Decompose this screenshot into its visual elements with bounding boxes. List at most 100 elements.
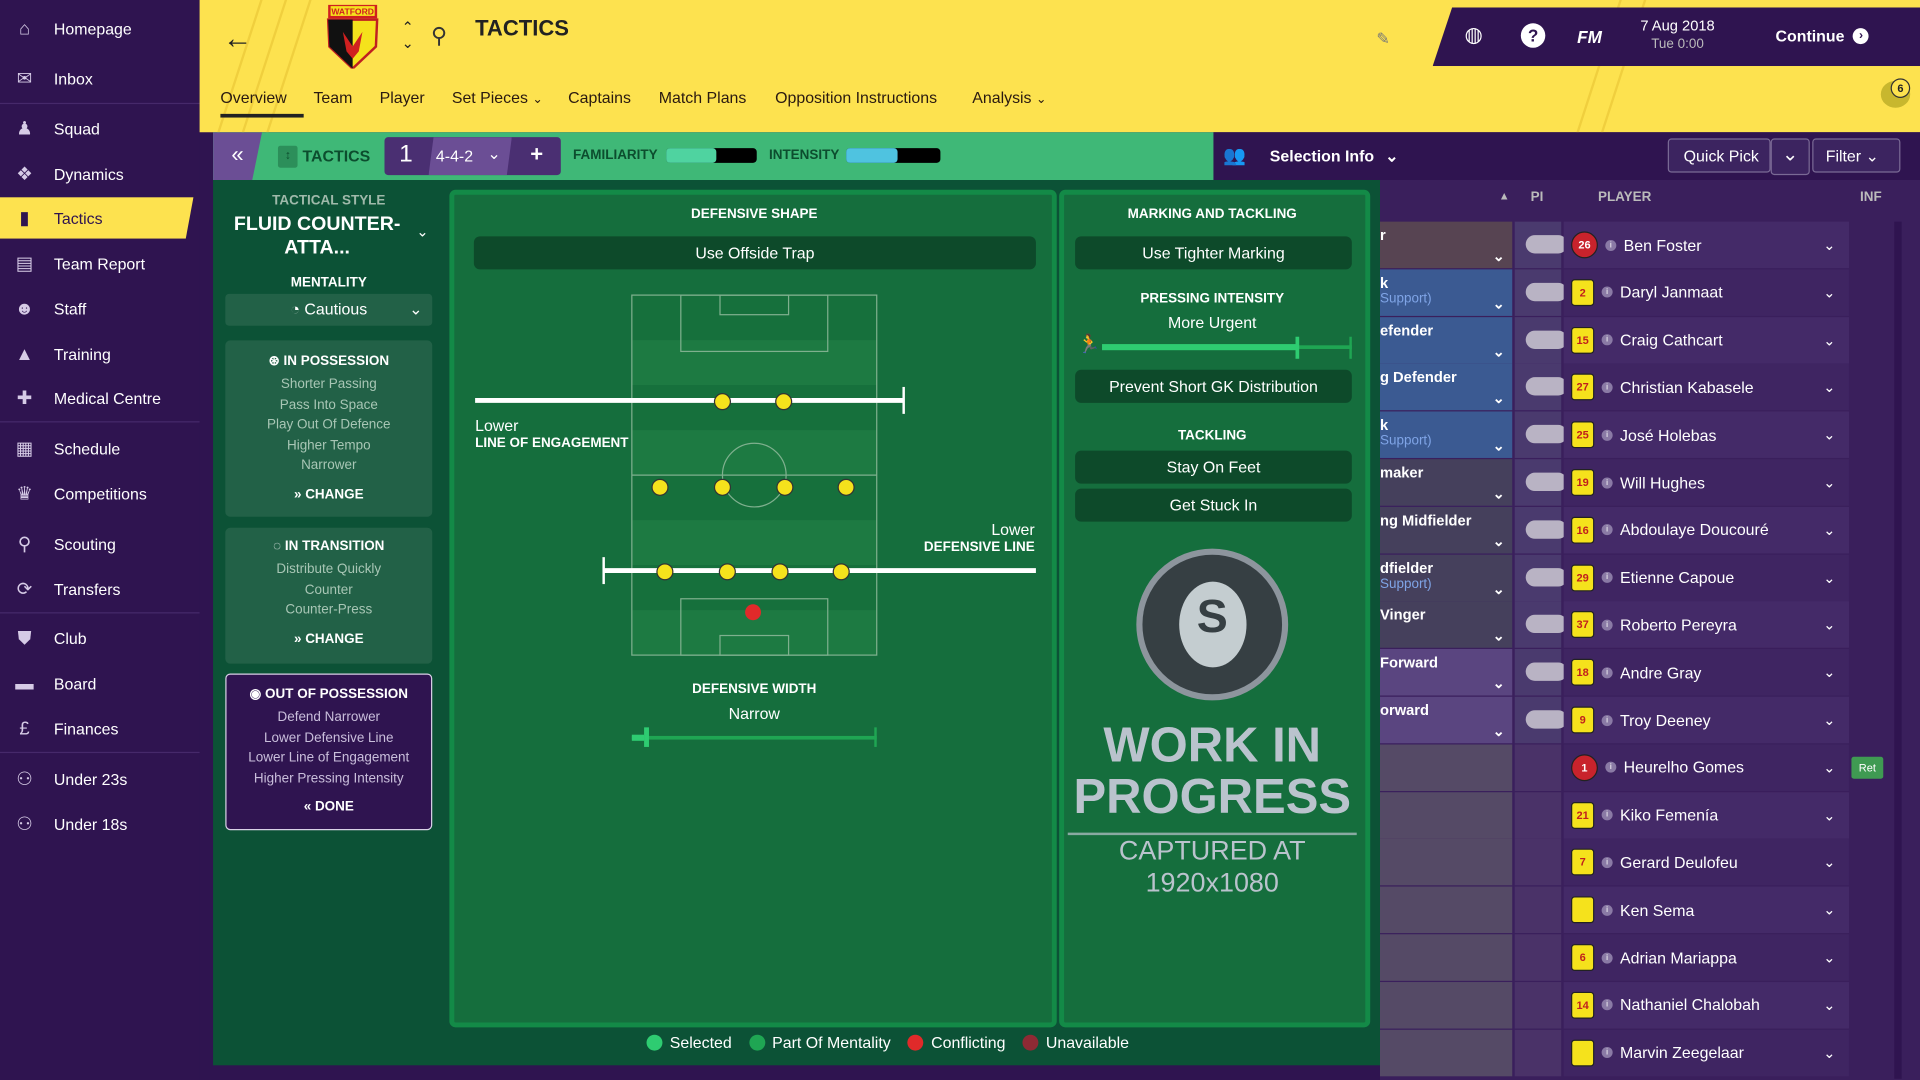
chevron-down-icon[interactable]: ⌄ (1492, 579, 1505, 598)
info-icon[interactable]: i (1601, 809, 1613, 821)
inf-column-header[interactable]: INF (1860, 189, 1882, 205)
tab-set-pieces[interactable]: Set Pieces ⌄ (451, 88, 543, 107)
info-icon[interactable]: i (1605, 761, 1617, 774)
filter-button[interactable]: Filter ⌄ (1812, 138, 1901, 173)
tab-overview[interactable]: Overview (220, 88, 287, 107)
position-role-cell[interactable]: k Support) ⌄ (1380, 269, 1513, 316)
position-role-cell[interactable] (1380, 981, 1513, 1029)
player-name[interactable]: Adrian Mariappa (1620, 948, 1737, 967)
search-icon[interactable]: ⚲ (431, 23, 448, 48)
player-cell[interactable]: 26 i Ben Foster ⌄ (1563, 221, 1849, 269)
quick-pick-chevron[interactable]: ⌄ (1770, 138, 1810, 176)
sidebar-item-tactics[interactable]: ▮ Tactics (0, 197, 194, 239)
position-role-cell[interactable]: k Support) ⌄ (1380, 411, 1513, 459)
player-instructions-toggle[interactable] (1525, 330, 1568, 349)
player-instructions-toggle[interactable] (1525, 520, 1568, 539)
chevron-down-icon[interactable]: ⌄ (1492, 294, 1505, 312)
position-role-cell[interactable]: orward ⌄ (1380, 696, 1513, 744)
player-cell[interactable]: 27 i Christian Kabasele ⌄ (1563, 364, 1849, 411)
sidebar-item-scouting[interactable]: ⚲ Scouting (0, 523, 193, 565)
info-icon[interactable]: i (1601, 334, 1613, 346)
chevron-down-icon[interactable]: ⌄ (1492, 627, 1505, 645)
table-row[interactable]: orward ⌄ 9 i Troy Deeney ⌄ (1380, 696, 1894, 744)
table-row[interactable]: dfielder Support) ⌄ 29 i Etienne Capoue ⌄ (1380, 554, 1894, 601)
player-column-header[interactable]: PLAYER (1597, 189, 1652, 205)
slider-thumb[interactable] (1295, 336, 1300, 359)
position-role-cell[interactable]: g Defender ⌄ (1380, 364, 1513, 411)
table-row[interactable]: i Ken Sema ⌄ (1380, 886, 1894, 934)
player-cell[interactable]: 18 i Andre Gray ⌄ (1563, 649, 1849, 696)
in-transition-change-button[interactable]: » CHANGE (293, 631, 364, 646)
player-list-scrollbar[interactable] (1894, 221, 1902, 1079)
player-name[interactable]: Will Hughes (1620, 473, 1705, 492)
player-name[interactable]: Etienne Capoue (1620, 568, 1735, 587)
pi-column-header[interactable]: PI (1530, 189, 1544, 205)
tactical-style-value[interactable]: FLUID COUNTER-ATTA... (233, 214, 401, 259)
sidebar-item-transfers[interactable]: ⟳ Transfers (0, 568, 193, 610)
table-row[interactable]: 1 i Heurelho Gomes ⌄ Ret (1380, 744, 1894, 791)
info-icon[interactable]: i (1601, 952, 1613, 964)
sort-ascending-icon[interactable]: ▲ (1498, 189, 1510, 203)
sidebar-item-medical-centre[interactable]: ✚ Medical Centre (0, 377, 193, 419)
get-stuck-in-button[interactable]: Get Stuck In (1075, 488, 1352, 522)
chevron-down-icon[interactable]: ⌄ (1492, 247, 1505, 265)
sidebar-item-finances[interactable]: £ Finances (0, 708, 193, 750)
continue-button[interactable]: Continue › (1776, 27, 1869, 45)
tab-player[interactable]: Player (379, 88, 425, 107)
help-icon[interactable]: ? (1520, 23, 1546, 48)
player-cell[interactable]: 16 i Abdoulaye Doucouré ⌄ (1563, 506, 1849, 554)
tighter-marking-button[interactable]: Use Tighter Marking (1075, 236, 1352, 270)
chevron-down-icon[interactable]: ⌄ (1492, 674, 1505, 693)
position-role-cell[interactable]: dfielder Support) ⌄ (1380, 554, 1513, 601)
table-row[interactable]: k Support) ⌄ 25 i José Holebas ⌄ (1380, 411, 1894, 459)
info-icon[interactable]: i (1601, 666, 1613, 678)
player-name[interactable]: Gerard Deulofeu (1620, 853, 1738, 872)
out-of-possession-done-button[interactable]: « DONE (303, 799, 354, 815)
table-row[interactable]: 7 i Gerard Deulofeu ⌄ (1380, 839, 1894, 886)
tab-team[interactable]: Team (313, 88, 353, 107)
pressing-intensity-slider[interactable] (1102, 336, 1352, 359)
sidebar-item-staff[interactable]: ☻ Staff (0, 288, 193, 330)
tab-match-plans[interactable]: Match Plans (658, 88, 747, 107)
player-instructions-toggle[interactable] (1525, 425, 1568, 444)
position-role-cell[interactable]: efender ⌄ (1380, 316, 1513, 364)
info-icon[interactable]: i (1601, 714, 1613, 726)
player-cell[interactable]: 15 i Craig Cathcart ⌄ (1563, 316, 1849, 364)
table-row[interactable]: g Defender ⌄ 27 i Christian Kabasele ⌄ (1380, 364, 1894, 411)
chevron-down-icon[interactable]: ⌄ (416, 222, 429, 241)
edit-pencil-icon[interactable]: ✎ (1376, 29, 1390, 48)
chevron-down-icon[interactable]: ⌄ (1823, 663, 1836, 682)
chevron-down-icon[interactable]: ⌄ (1492, 722, 1505, 740)
chevron-down-icon[interactable]: ⌄ (1492, 532, 1505, 550)
tactic-slot-number[interactable]: 1 (399, 140, 413, 168)
sidebar-item-schedule[interactable]: ▦ Schedule (0, 427, 193, 469)
back-arrow-icon[interactable]: ← (222, 22, 253, 56)
info-icon[interactable]: i (1601, 286, 1613, 298)
player-name[interactable]: Kiko Femenía (1620, 805, 1719, 825)
prevent-short-gk-button[interactable]: Prevent Short GK Distribution (1075, 369, 1352, 403)
player-name[interactable]: Daryl Janmaat (1620, 283, 1723, 302)
position-role-cell[interactable] (1380, 1029, 1513, 1076)
sidebar-item-under-18s[interactable]: ⚇ Under 18s (0, 803, 193, 845)
table-row[interactable]: i Marvin Zeegelaar ⌄ (1380, 1029, 1894, 1076)
player-cell[interactable]: 1 i Heurelho Gomes ⌄ (1563, 744, 1849, 791)
chevron-down-icon[interactable]: ⌄ (1823, 331, 1836, 349)
player-instructions-toggle[interactable] (1525, 472, 1568, 492)
player-cell[interactable]: 14 i Nathaniel Chalobah ⌄ (1563, 981, 1849, 1029)
chevron-down-icon[interactable]: ⌄ (1492, 437, 1505, 455)
sidebar-item-board[interactable]: ▬ Board (0, 662, 193, 704)
chevron-down-icon[interactable]: ⌄ (1823, 853, 1836, 872)
defensive-width-slider[interactable] (631, 727, 877, 747)
info-icon[interactable]: i (1601, 571, 1613, 583)
chevron-down-icon[interactable]: ⌄ (1823, 1043, 1836, 1062)
collapse-panel-button[interactable]: « (213, 132, 263, 181)
sidebar-item-squad[interactable]: ♟ Squad (0, 108, 193, 150)
sidebar-item-training[interactable]: ▲ Training (0, 333, 193, 375)
info-icon[interactable]: i (1605, 239, 1617, 251)
tactic-slot-selector[interactable]: 1 4-4-2 ⌄ + (384, 137, 561, 176)
chevron-down-icon[interactable]: ⌄ (1823, 378, 1836, 396)
intensity-bar[interactable] (846, 148, 941, 163)
player-name[interactable]: Andre Gray (1620, 663, 1702, 682)
sidebar-item-under-23s[interactable]: ⚇ Under 23s (0, 758, 193, 800)
notification-icon[interactable]: 6 (1880, 78, 1911, 108)
